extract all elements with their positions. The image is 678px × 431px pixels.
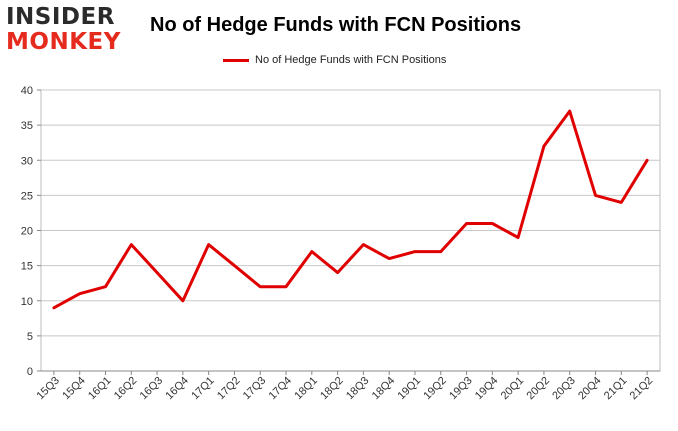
chart-legend: No of Hedge Funds with FCN Positions [223, 54, 446, 66]
x-tick-label: 15Q3 [34, 375, 62, 403]
x-tick-label: 16Q2 [112, 375, 140, 403]
y-tick-label: 35 [21, 120, 33, 132]
y-tick-label: 20 [21, 226, 33, 238]
x-tick-label: 17Q4 [267, 375, 295, 403]
x-tick-label: 20Q1 [499, 375, 527, 403]
logo-line-1: INSIDER [6, 4, 115, 30]
x-tick-label: 21Q2 [628, 375, 656, 403]
logo-line-2: MONKEY [6, 29, 121, 55]
y-tick-label: 5 [27, 331, 33, 343]
x-tick-label: 18Q1 [292, 375, 320, 403]
x-tick-label: 21Q1 [602, 375, 630, 403]
x-tick-label: 19Q2 [421, 375, 449, 403]
x-tick-label: 19Q4 [473, 375, 501, 403]
legend-swatch [223, 58, 249, 62]
y-tick-label: 25 [21, 190, 33, 202]
series-line [52, 109, 649, 310]
x-tick-label: 18Q3 [344, 375, 372, 403]
x-tick-label: 17Q3 [241, 375, 269, 403]
x-tick-label: 20Q4 [576, 375, 604, 403]
x-tick-label: 17Q1 [189, 375, 217, 403]
y-tick-label: 30 [21, 155, 33, 167]
chart-title: No of Hedge Funds with FCN Positions [150, 14, 522, 36]
y-tick-label: 40 [21, 85, 33, 97]
x-tick-label: 20Q3 [550, 375, 578, 403]
insider-monkey-logo: INSIDER MONKEY [6, 6, 121, 54]
x-tick-label: 17Q2 [215, 375, 243, 403]
y-tick-label: 15 [21, 261, 33, 273]
x-tick-label: 19Q3 [447, 375, 475, 403]
x-tick-label: 16Q4 [163, 375, 191, 403]
y-tick-label: 10 [21, 296, 33, 308]
y-tick-label: 0 [27, 366, 33, 378]
x-tick-label: 18Q2 [318, 375, 346, 403]
x-tick-label: 16Q1 [86, 375, 114, 403]
x-tick-label: 18Q4 [370, 375, 398, 403]
legend-label: No of Hedge Funds with FCN Positions [255, 54, 447, 66]
x-tick-label: 20Q2 [525, 375, 553, 403]
x-tick-label: 16Q3 [138, 375, 166, 403]
x-tick-label: 19Q1 [396, 375, 424, 403]
x-tick-label: 15Q4 [60, 375, 88, 403]
